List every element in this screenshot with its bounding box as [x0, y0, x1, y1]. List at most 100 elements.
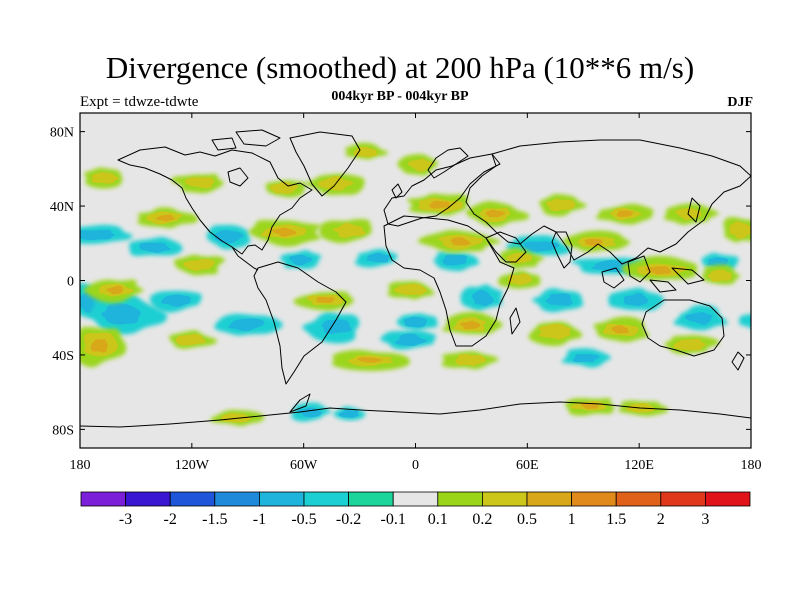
divergence-core [91, 172, 119, 184]
y-tick-label: 0 [67, 275, 74, 290]
colorbar-labels: -3 -2 -1.5 -1 -0.5 -0.2 -0.1 0.1 0.2 0.5 1 1.5 2 3 [119, 511, 709, 528]
convergence-core [394, 333, 427, 347]
y-tick-label: 40S [52, 349, 74, 364]
y-tick-label: 40N [50, 200, 74, 215]
divergence-peak [357, 357, 384, 364]
divergence-core [184, 177, 215, 189]
x-tick-label: 120W [175, 458, 210, 473]
convergence-core [749, 316, 751, 323]
divergence-peak [611, 325, 629, 334]
x-axis-labels: 180 120W 60W 0 60E 120E 180 [70, 458, 762, 473]
colorbar-swatch [481, 491, 528, 507]
divergence-peak [580, 402, 599, 410]
colorbar-swatch [705, 491, 751, 507]
convergence-core [403, 316, 428, 328]
colorbar-label: 0.1 [428, 511, 448, 528]
colorbar-label: -3 [119, 511, 132, 528]
convergence-core [472, 289, 494, 307]
convergence-core [523, 241, 560, 252]
axis-ticks [79, 113, 752, 448]
convergence-core [338, 409, 359, 418]
divergence-core [546, 198, 576, 212]
map-area [79, 112, 752, 449]
colorbar-swatch [392, 491, 439, 507]
divergence-core [506, 252, 532, 264]
divergence-core [183, 258, 215, 271]
convergence-core [321, 319, 352, 335]
divergence-core [673, 338, 707, 351]
colorbar-swatch [125, 491, 171, 507]
divergence-core [455, 354, 487, 366]
divergence-core [175, 334, 206, 346]
convergence-core [623, 292, 649, 307]
plot-title: Divergence (smoothed) at 200 hPa (10**6 … [105, 50, 695, 85]
divergence-core [538, 323, 571, 340]
colorbar-swatch [571, 491, 617, 507]
divergence-field [80, 129, 751, 428]
divergence-peak [155, 214, 175, 222]
convergence-core [214, 229, 244, 244]
convergence-regions [80, 224, 751, 422]
divergence-peak [460, 320, 481, 330]
colorbar-label: -1.5 [202, 511, 227, 528]
x-tick-label: 120E [624, 458, 654, 473]
x-tick-label: 60W [290, 458, 318, 473]
colorbar-label: 0.5 [517, 511, 537, 528]
x-tick-label: 180 [70, 458, 91, 473]
convergence-region [738, 314, 751, 329]
coastlines [80, 129, 751, 428]
divergence-peak [272, 227, 297, 237]
colorbar-swatch [660, 491, 706, 507]
plot-subtitle: 004kyr BP - 004kyr BP [331, 89, 469, 104]
convergence-core [545, 293, 573, 306]
colorbar-swatch [615, 491, 662, 507]
divergence-core [729, 221, 751, 240]
colorbar-swatch [258, 491, 305, 507]
convergence-core [572, 353, 600, 363]
colorbar-label: 1 [568, 511, 576, 528]
divergence-peak [106, 285, 124, 295]
colorbar-label: -0.1 [381, 511, 406, 528]
convergence-core [366, 252, 391, 263]
divergence-core [507, 273, 533, 286]
colorbar-label: -0.2 [336, 511, 361, 528]
colorbar-label: 0.2 [472, 511, 492, 528]
divergence-peak [450, 237, 471, 246]
divergence-core [706, 269, 732, 282]
colorbar-swatch [214, 491, 260, 507]
convergence-core [139, 242, 171, 253]
divergence-core [407, 158, 434, 172]
divergence-peak [616, 210, 634, 218]
season-label: DJF [727, 95, 753, 110]
divergence-peak [429, 200, 450, 209]
colorbar-label: 2 [657, 511, 665, 528]
x-tick-label: 0 [412, 458, 419, 473]
divergence-core [393, 283, 427, 296]
colorbar-label: -0.5 [291, 511, 316, 528]
x-tick-label: 180 [741, 458, 762, 473]
colorbar-swatch [437, 491, 483, 507]
convergence-core [160, 294, 191, 307]
convergence-core [288, 254, 313, 266]
colorbar-swatch [348, 491, 394, 507]
experiment-label: Expt = tdwze-tdwte [80, 94, 199, 110]
convergence-core [442, 254, 468, 266]
colorbar-swatch [80, 491, 126, 507]
divergence-peak [316, 296, 335, 303]
colorbar-swatch [526, 491, 572, 507]
colorbar-label: -1 [253, 511, 266, 528]
divergence-peak [646, 266, 672, 275]
colorbar-label: -2 [164, 511, 177, 528]
divergence-peak [90, 339, 108, 353]
colorbar-label: 1.5 [606, 511, 626, 528]
divergence-peak [485, 209, 506, 218]
convergence-core [101, 302, 141, 325]
y-axis-labels: 80N 40N 0 40S 80S [50, 126, 74, 439]
colorbar [80, 491, 751, 507]
convergence-core [685, 312, 713, 326]
divergence-regions [80, 142, 751, 427]
x-tick-label: 60E [516, 458, 539, 473]
colorbar-swatch [303, 491, 349, 507]
divergence-core [332, 222, 366, 238]
